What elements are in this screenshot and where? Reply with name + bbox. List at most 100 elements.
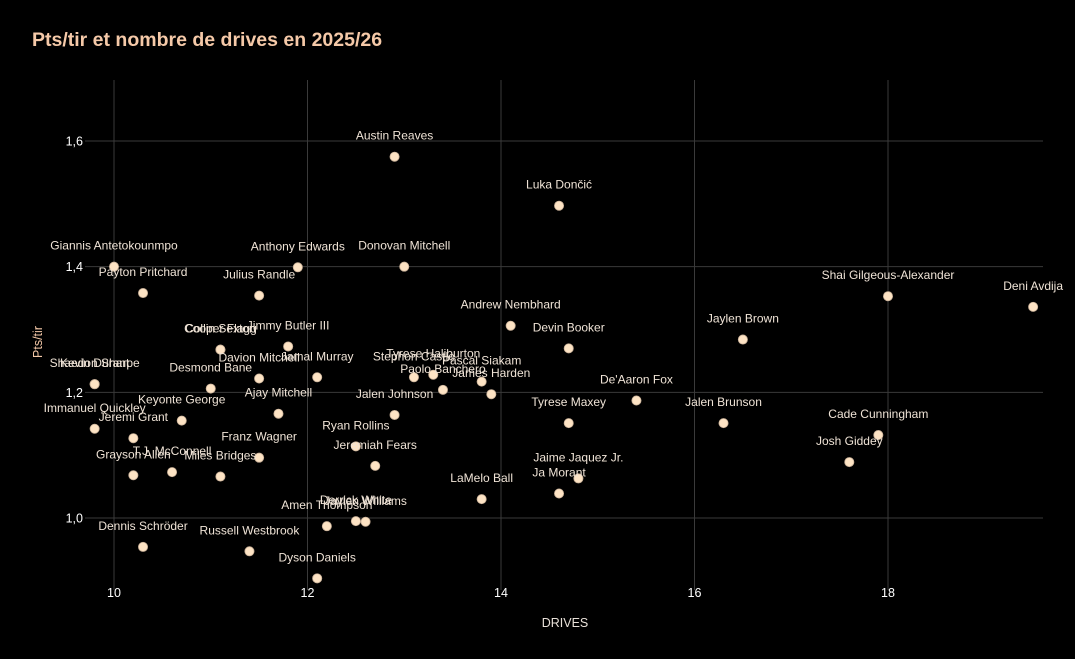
data-point — [554, 200, 565, 211]
data-label: Cade Cunningham — [828, 407, 928, 421]
x-tick-label: 12 — [301, 586, 315, 600]
data-point — [273, 408, 284, 419]
data-label: Jalen Brunson — [685, 395, 762, 409]
data-label: Immanuel Quickley — [44, 401, 146, 415]
data-label: Desmond Bane — [169, 361, 252, 375]
data-label: Cooper Flagg — [184, 322, 257, 336]
data-point — [554, 488, 565, 499]
data-point — [737, 334, 748, 345]
data-point — [360, 516, 371, 527]
data-point — [254, 452, 265, 463]
data-point — [254, 373, 265, 384]
data-label: Shaedon Sharpe — [50, 356, 140, 370]
data-label: Jeremiah Fears — [334, 438, 417, 452]
data-point — [215, 471, 226, 482]
data-point — [292, 262, 303, 273]
data-point — [109, 261, 120, 272]
y-tick-label: 1,2 — [66, 386, 83, 400]
data-point — [389, 409, 400, 420]
data-point — [89, 423, 100, 434]
data-label: Davion Mitchell — [218, 351, 299, 365]
y-tick-label: 1,6 — [66, 135, 83, 149]
data-label: Dyson Daniels — [278, 550, 355, 564]
data-label: Paolo Banchero — [400, 362, 486, 376]
data-point — [128, 433, 139, 444]
y-tick-label: 1,4 — [66, 260, 83, 274]
data-label: Russell Westbrook — [200, 523, 301, 537]
data-label: Deni Avdija — [1003, 279, 1063, 293]
x-tick-label: 18 — [881, 586, 895, 600]
data-label: LaMelo Ball — [450, 471, 513, 485]
data-label: Jaylen Brown — [707, 312, 779, 326]
data-label: Luka Dončić — [526, 178, 592, 192]
data-point — [389, 151, 400, 162]
data-point — [428, 369, 439, 380]
data-label: Miles Bridges — [184, 449, 256, 463]
data-label: Dennis Schröder — [98, 519, 187, 533]
data-point — [476, 494, 487, 505]
data-label: Pascal Siakam — [442, 354, 521, 368]
data-point — [573, 473, 584, 484]
data-point — [312, 573, 323, 584]
data-point — [718, 418, 729, 429]
x-tick-label: 10 — [107, 586, 121, 600]
data-label: Amen Thompson — [281, 498, 372, 512]
data-label: Tyrese Haliburton — [386, 347, 480, 361]
data-point — [128, 470, 139, 481]
data-label: Collin Sexton — [185, 322, 256, 336]
data-label: Jalen Johnson — [356, 387, 433, 401]
data-point — [883, 291, 894, 302]
data-label: Julius Randle — [223, 268, 295, 282]
data-label: Tyrese Maxey — [531, 395, 606, 409]
data-point — [563, 343, 574, 354]
data-point — [167, 467, 178, 478]
data-label: Franz Wagner — [221, 430, 297, 444]
data-point — [138, 541, 149, 552]
data-point — [437, 384, 448, 395]
data-label: Giannis Antetokounmpo — [50, 239, 178, 253]
data-point — [844, 457, 855, 468]
data-label: Anthony Edwards — [251, 239, 345, 253]
data-point — [215, 344, 226, 355]
data-point — [505, 320, 516, 331]
data-point — [138, 288, 149, 299]
data-point — [476, 376, 487, 387]
data-point — [408, 372, 419, 383]
data-point — [873, 430, 884, 441]
y-tick-label: 1,0 — [66, 512, 83, 526]
data-label: De'Aaron Fox — [600, 373, 673, 387]
data-label: James Harden — [452, 366, 530, 380]
data-labels: Austin Reaves Luka Dončić Giannis Antetoko… — [44, 129, 1064, 565]
data-point — [244, 546, 255, 557]
data-point — [176, 415, 187, 426]
x-tick-label: 16 — [688, 586, 702, 600]
data-point — [89, 379, 100, 390]
data-label: Donovan Mitchell — [358, 239, 450, 253]
chart-title: Pts/tir et nombre de drives en 2025/26 — [32, 29, 382, 51]
data-label: Jimmy Butler III — [247, 318, 330, 332]
data-label: Ajay Mitchell — [245, 386, 312, 400]
data-label: Keyonte George — [138, 393, 226, 407]
data-point — [370, 460, 381, 471]
data-point — [631, 395, 642, 406]
x-axis-title: DRIVES — [542, 616, 589, 630]
data-label: Grayson Allen — [96, 447, 171, 461]
data-label: Ja Morant — [532, 465, 586, 479]
x-tick-label: 14 — [494, 586, 508, 600]
data-point — [563, 418, 574, 429]
data-label: Ryan Rollins — [322, 418, 389, 432]
data-point — [312, 372, 323, 383]
data-label: Josh Giddey — [816, 434, 883, 448]
data-point — [283, 341, 294, 352]
grid-lines — [85, 80, 1043, 590]
data-point — [254, 290, 265, 301]
data-label: Jamal Murray — [281, 349, 354, 363]
tick-labels: 10 12 14 16 18 1,0 1,2 1,4 1,6 — [66, 135, 895, 601]
data-point — [1028, 301, 1039, 312]
data-point — [205, 383, 216, 394]
data-label: Derrick White — [320, 493, 392, 507]
data-point — [399, 261, 410, 272]
data-point — [350, 441, 361, 452]
data-label: Jaylen Williams — [324, 494, 407, 508]
